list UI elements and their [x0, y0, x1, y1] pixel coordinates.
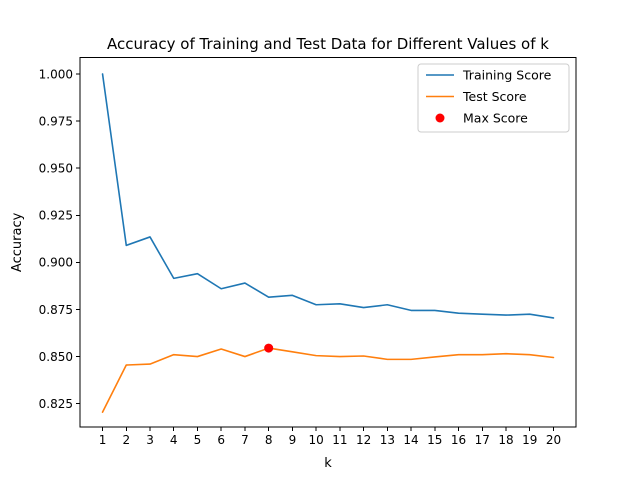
y-tick-label: 0.850 [39, 350, 73, 364]
legend-label-training-score: Training Score [462, 68, 552, 83]
series-line-test-score [101, 347, 555, 413]
y-tick-label: 0.925 [39, 209, 73, 223]
x-tick-label: 12 [356, 433, 371, 447]
x-tick-label: 20 [546, 433, 561, 447]
series-line-training-score [101, 73, 555, 319]
legend-label-test-score: Test Score [462, 89, 527, 104]
axes-frame [79, 57, 577, 428]
x-tick-label: 1 [99, 433, 107, 447]
y-axis-label: Accuracy [10, 212, 25, 272]
x-tick-label: 11 [332, 433, 347, 447]
y-tick-label: 0.950 [39, 161, 73, 175]
x-tick-label: 13 [380, 433, 395, 447]
legend-box [417, 63, 570, 133]
y-tick-label: 0.825 [39, 397, 73, 411]
x-tick-label: 9 [289, 433, 297, 447]
x-tick-label: 18 [498, 433, 513, 447]
x-tick-label: 15 [427, 433, 442, 447]
x-tick-label: 5 [194, 433, 202, 447]
max-score-point [264, 343, 274, 353]
x-tick-label: 4 [170, 433, 178, 447]
x-tick-label: 16 [451, 433, 466, 447]
y-tick-label: 0.875 [39, 303, 73, 317]
legend-label-max-score: Max Score [463, 111, 528, 126]
chart-title: Accuracy of Training and Test Data for D… [107, 35, 549, 53]
plot-area [101, 73, 555, 413]
y-tick-label: 1.000 [39, 67, 73, 81]
axes: 0.825 0.850 0.875 0.900 0.925 0.950 0.975 1.000… [39, 57, 577, 447]
x-tick-label: 8 [265, 433, 273, 447]
x-tick-label: 3 [146, 433, 154, 447]
x-tick-label: 10 [308, 433, 323, 447]
legend-swatch-max-score [435, 113, 445, 123]
y-tick-label: 0.975 [39, 114, 73, 128]
x-tick-label: 7 [241, 433, 249, 447]
x-axis-label: k [324, 456, 332, 471]
x-tick-label: 14 [403, 433, 418, 447]
x-tick-label: 6 [217, 433, 225, 447]
legend: Training Score Test Score Max Score [417, 63, 570, 133]
x-tick-label: 19 [522, 433, 537, 447]
x-tick-label: 2 [122, 433, 130, 447]
x-tick-label: 17 [475, 433, 490, 447]
y-tick-label: 0.900 [39, 256, 73, 270]
